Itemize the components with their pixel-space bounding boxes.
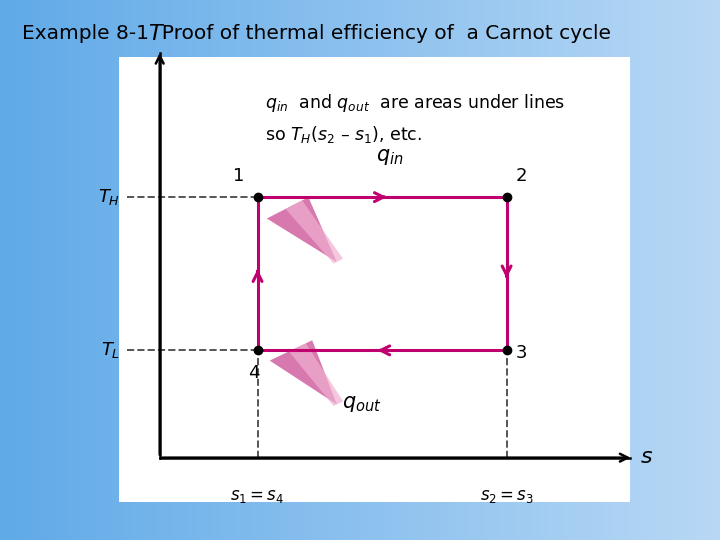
Text: $s$: $s$ <box>641 447 654 467</box>
Polygon shape <box>267 197 337 262</box>
Polygon shape <box>270 340 337 404</box>
Text: $T$: $T$ <box>148 24 165 44</box>
Text: Example 8-1  Proof of thermal efficiency of  a Carnot cycle: Example 8-1 Proof of thermal efficiency … <box>22 24 611 43</box>
Polygon shape <box>286 200 343 264</box>
Text: so $T_H$($s_2$ – $s_1$), etc.: so $T_H$($s_2$ – $s_1$), etc. <box>265 124 422 145</box>
Text: 3: 3 <box>516 344 527 362</box>
Text: $s_1 = s_4$: $s_1 = s_4$ <box>230 487 284 505</box>
Polygon shape <box>289 343 343 406</box>
Text: 1: 1 <box>233 167 245 185</box>
Text: $q_{in}$: $q_{in}$ <box>376 147 403 167</box>
Text: $q_{out}$: $q_{out}$ <box>342 394 382 414</box>
Text: $T_H$: $T_H$ <box>98 187 120 207</box>
Text: $T_L$: $T_L$ <box>101 340 120 360</box>
Bar <box>119 57 630 502</box>
Text: 2: 2 <box>516 167 527 185</box>
Text: $q_{in}$  and $q_{out}$  are areas under lines: $q_{in}$ and $q_{out}$ are areas under l… <box>265 92 564 114</box>
Text: $s_2 = s_3$: $s_2 = s_3$ <box>480 487 534 505</box>
Text: 4: 4 <box>248 364 260 382</box>
